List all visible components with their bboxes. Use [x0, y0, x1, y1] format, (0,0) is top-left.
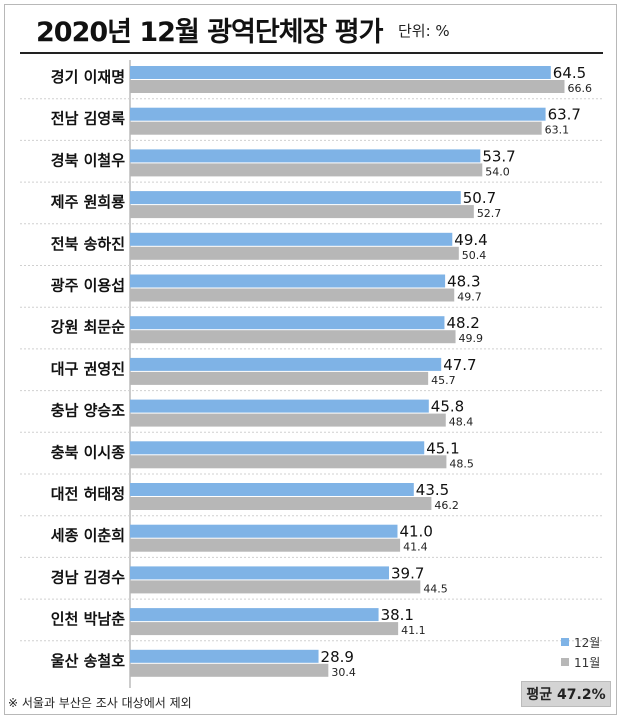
value-label-dec: 63.7 — [548, 106, 581, 124]
value-label-dec: 53.7 — [482, 147, 515, 165]
value-label-dec: 49.4 — [454, 231, 487, 249]
bar-nov — [130, 205, 474, 219]
bar-dec — [130, 107, 546, 121]
chart-frame — [4, 4, 617, 715]
bar-nov — [130, 663, 329, 677]
category-label: 강원 최문순 — [51, 318, 125, 336]
value-label-dec: 45.8 — [431, 398, 464, 416]
bar-nov — [130, 121, 542, 135]
bar-dec — [130, 149, 481, 163]
value-label-nov: 44.5 — [423, 582, 448, 595]
bar-nov — [130, 580, 421, 594]
bar-dec — [130, 66, 551, 79]
bar-nov — [130, 330, 456, 344]
bar-dec — [130, 649, 319, 663]
unit-label: 단위: % — [398, 22, 450, 40]
value-label-nov: 41.1 — [401, 624, 426, 637]
legend-label-nov: 11월 — [574, 655, 601, 670]
category-label: 충남 양승조 — [51, 402, 125, 420]
legend-item-nov: 11월 — [561, 652, 600, 672]
bar-dec — [130, 316, 445, 330]
category-label: 경기 이재명 — [51, 68, 125, 86]
bar-nov — [130, 413, 446, 427]
category-label: 대전 허태정 — [51, 485, 125, 503]
bar-dec — [130, 191, 461, 205]
value-label-nov: 30.4 — [331, 666, 356, 679]
category-label: 경남 김경수 — [51, 568, 125, 586]
bar-dec — [130, 524, 398, 538]
value-label-nov: 45.7 — [431, 374, 456, 387]
value-label-dec: 45.1 — [426, 439, 459, 457]
value-label-dec: 48.3 — [447, 273, 480, 291]
value-label-dec: 38.1 — [381, 606, 414, 624]
value-label-nov: 49.7 — [457, 291, 482, 304]
category-label: 전남 김영록 — [51, 110, 125, 128]
category-label: 세종 이춘희 — [51, 527, 125, 545]
bar-dec — [130, 274, 446, 288]
bar-dec — [130, 483, 414, 496]
bar-dec — [130, 357, 442, 371]
bar-dec — [130, 608, 379, 622]
footnote: ※ 서울과 부산은 조사 대상에서 제외 — [8, 696, 192, 710]
category-label: 경북 이철우 — [51, 151, 125, 169]
bar-nov — [130, 455, 447, 469]
bar-nov — [130, 622, 399, 636]
value-label-dec: 43.5 — [416, 481, 449, 499]
legend-label-dec: 12월 — [574, 635, 601, 650]
title-divider — [20, 52, 603, 54]
bar-nov — [130, 163, 483, 177]
bar-dec — [130, 232, 453, 246]
chart-title: 2020년 12월 광역단체장 평가 — [36, 17, 383, 48]
bar-dec — [130, 399, 429, 413]
average-badge: 평균 47.2% — [521, 681, 611, 707]
legend: 12월 11월 — [561, 632, 600, 672]
value-label-dec: 39.7 — [391, 564, 424, 582]
category-label: 제주 원희룡 — [51, 193, 125, 211]
bar-nov — [130, 246, 459, 260]
category-label: 전북 송하진 — [51, 235, 125, 253]
legend-swatch-dec — [561, 638, 569, 646]
value-label-nov: 66.6 — [567, 82, 592, 95]
category-label: 대구 권영진 — [51, 360, 125, 378]
value-label-nov: 41.4 — [403, 541, 428, 554]
value-label-nov: 52.7 — [477, 207, 502, 220]
bar-nov — [130, 80, 565, 93]
category-label: 울산 송철호 — [51, 652, 125, 670]
value-label-dec: 64.5 — [553, 64, 586, 82]
value-label-dec: 48.2 — [446, 314, 479, 332]
value-label-nov: 48.5 — [449, 457, 474, 470]
category-label: 충북 이시종 — [51, 443, 125, 461]
value-label-dec: 28.9 — [321, 648, 354, 666]
value-label-dec: 47.7 — [443, 356, 476, 374]
value-label-nov: 48.4 — [449, 416, 474, 429]
category-label: 인천 박남춘 — [51, 610, 125, 628]
bar-nov — [130, 371, 429, 385]
value-label-nov: 49.9 — [459, 332, 484, 345]
value-label-nov: 63.1 — [545, 124, 570, 137]
category-label: 광주 이용섭 — [51, 277, 125, 295]
legend-swatch-nov — [561, 658, 569, 666]
value-label-dec: 50.7 — [463, 189, 496, 207]
value-label-dec: 41.0 — [399, 523, 432, 541]
bar-nov — [130, 497, 432, 510]
bar-nov — [130, 288, 455, 302]
bar-dec — [130, 566, 390, 580]
bar-nov — [130, 538, 401, 552]
value-label-nov: 50.4 — [462, 249, 487, 262]
value-label-nov: 54.0 — [485, 165, 510, 178]
bar-dec — [130, 441, 425, 455]
legend-item-dec: 12월 — [561, 632, 600, 652]
value-label-nov: 46.2 — [434, 499, 459, 512]
